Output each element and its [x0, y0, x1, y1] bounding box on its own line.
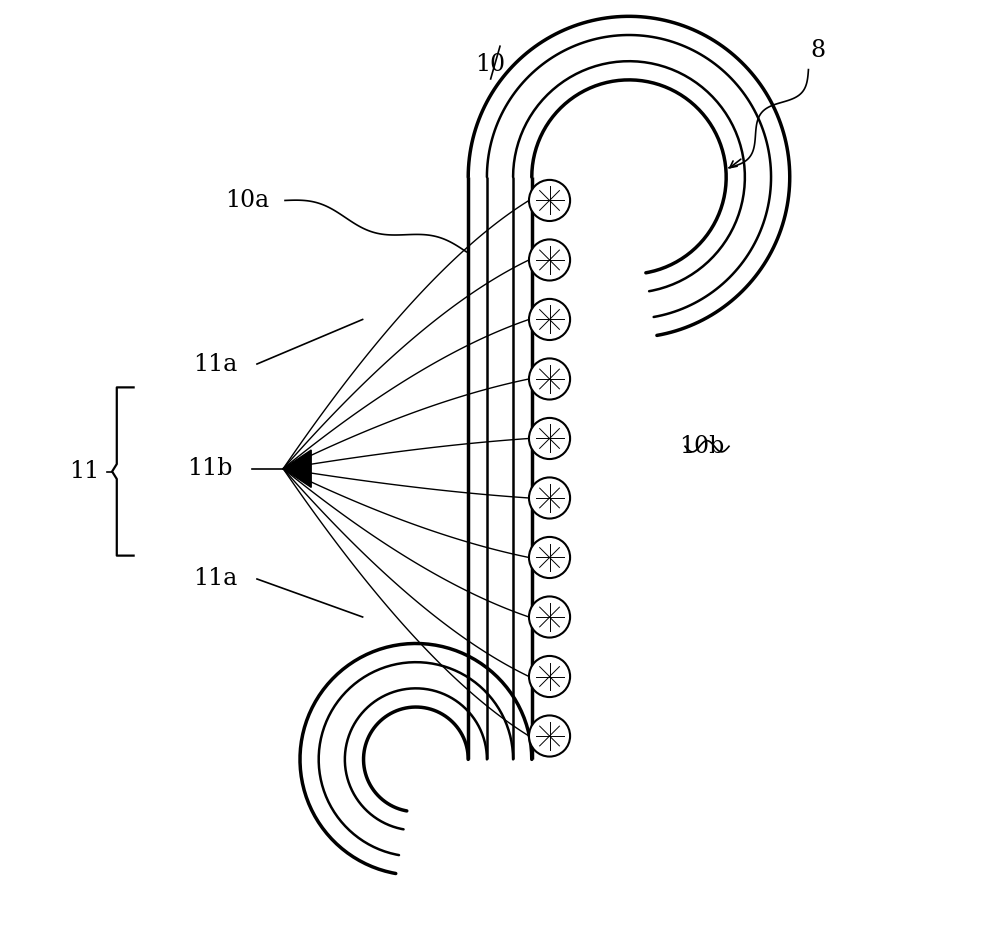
Text: 10b: 10b — [679, 435, 724, 457]
Text: 11a: 11a — [193, 353, 237, 375]
Text: 10a: 10a — [226, 189, 270, 212]
Text: 11: 11 — [69, 460, 99, 483]
Text: 11a: 11a — [193, 568, 237, 590]
Text: 8: 8 — [810, 40, 825, 62]
Circle shape — [529, 477, 570, 519]
Text: 10: 10 — [476, 54, 506, 76]
Circle shape — [529, 240, 570, 280]
Circle shape — [529, 358, 570, 400]
Circle shape — [529, 656, 570, 697]
Circle shape — [529, 596, 570, 637]
Circle shape — [529, 537, 570, 578]
Circle shape — [529, 299, 570, 340]
Circle shape — [529, 180, 570, 221]
Polygon shape — [283, 450, 311, 488]
Circle shape — [529, 418, 570, 459]
Circle shape — [529, 716, 570, 756]
Text: 11b: 11b — [188, 457, 233, 480]
